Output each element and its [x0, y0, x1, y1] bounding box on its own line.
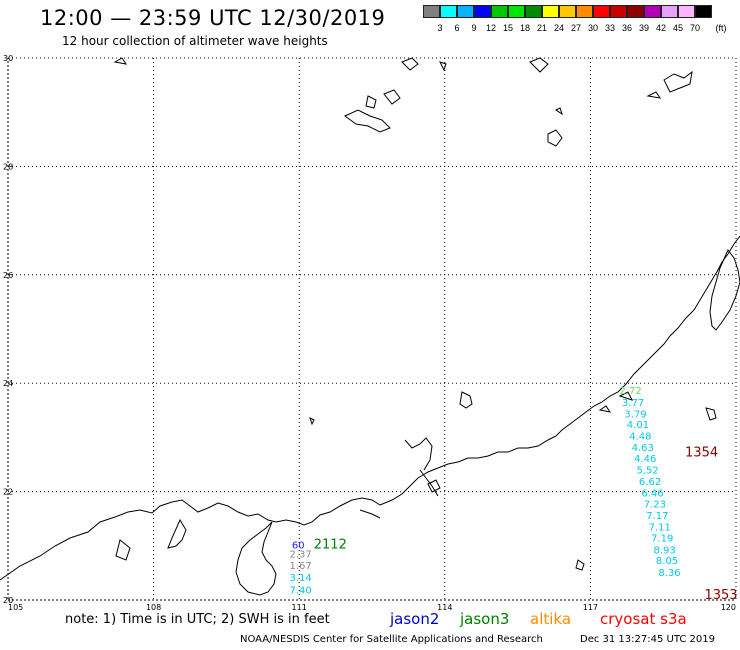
legend-swatch: [542, 5, 559, 18]
legend-level: 15: [502, 23, 514, 33]
lon-tick-label: 105: [8, 603, 23, 612]
legend-swatch: [661, 5, 678, 18]
legend-level: 3: [437, 23, 443, 33]
lat-tick-label: 26: [3, 271, 13, 280]
lat-tick-label: 30: [3, 54, 13, 63]
lon-tick-label: 111: [292, 603, 307, 612]
lat-tick-label: 20: [3, 596, 13, 605]
legend-swatch: [440, 5, 457, 18]
legend-swatch: [593, 5, 610, 18]
legend-level: 30: [587, 23, 599, 33]
lat-lon-grid: [7, 57, 737, 601]
map-title: 12:00 — 23:59 UTC 12/30/2019: [40, 6, 386, 30]
legend-swatch: [474, 5, 491, 18]
legend-level: 33: [604, 23, 616, 33]
swh-value: 6.62: [639, 477, 661, 488]
swh-value: 4.63: [632, 443, 654, 454]
satellite-jason2: jason2: [390, 610, 440, 628]
lat-tick-label: 22: [3, 488, 13, 497]
legend-level: 36: [621, 23, 633, 33]
timestamp: Dec 31 13:27:45 UTC 2019: [580, 634, 715, 645]
legend-swatch: [627, 5, 644, 18]
note-text: note: 1) Time is in UTC; 2) SWH is in fe…: [65, 612, 330, 627]
track-id-label: 1353: [704, 588, 737, 603]
legend-swatch: [695, 5, 712, 18]
swh-value: 5.52: [637, 466, 659, 477]
swh-values: 602.371.673.147.402.723.773.794.014.484.…: [289, 386, 680, 596]
map-frame: [7, 57, 737, 601]
legend-swatch: [610, 5, 627, 18]
legend-level: 18: [519, 23, 531, 33]
color-legend: 3 6 9 12 15 18 21 24 27 30 33 36 39 42 4…: [423, 5, 738, 35]
legend-swatch: [678, 5, 695, 18]
lon-tick-label: 117: [583, 603, 598, 612]
track-id-label: 2112: [314, 538, 347, 553]
legend-swatch: [576, 5, 593, 18]
axis-ticks: 105 108 111 114 117 120 30 28 26 24 22 20: [3, 54, 736, 612]
legend-swatch: [525, 5, 542, 18]
lon-tick-label: 120: [721, 603, 736, 612]
legend-swatch: [423, 5, 440, 18]
coastline: [0, 57, 740, 596]
legend-level: 42: [655, 23, 667, 33]
swh-value: 3.14: [289, 573, 311, 584]
legend-swatch: [508, 5, 525, 18]
track-ids: 2112 1354 1353: [314, 445, 738, 603]
swh-value: 7.17: [646, 511, 668, 522]
swh-value: 2.37: [289, 550, 311, 561]
swh-value: 7.23: [644, 499, 666, 510]
legend-level: 9: [471, 23, 477, 33]
swh-value: 8.05: [656, 556, 678, 567]
swh-value: 7.11: [649, 523, 671, 534]
swh-value: 4.01: [627, 420, 649, 431]
legend-swatch: [644, 5, 661, 18]
map-subtitle: 12 hour collection of altimeter wave hei…: [62, 34, 328, 48]
swh-value: 4.46: [634, 454, 656, 465]
satellite-cryosat-s3a: cryosat s3a: [600, 610, 687, 628]
swh-value: 3.77: [622, 398, 644, 409]
swh-value: 2.72: [620, 386, 642, 397]
track-id-label: 1354: [685, 445, 718, 460]
legend-swatch: [559, 5, 576, 18]
satellite-altika: altika: [530, 610, 572, 628]
legend-level: 70: [689, 23, 701, 33]
legend-swatch: [457, 5, 474, 18]
legend-unit: (ft): [715, 23, 727, 33]
lon-tick-label: 108: [146, 603, 161, 612]
legend-level: 21: [536, 23, 548, 33]
swh-value: 1.67: [289, 561, 311, 572]
swh-value: 8.36: [658, 568, 680, 579]
swh-value: 4.48: [629, 432, 651, 443]
credit-text: NOAA/NESDIS Center for Satellite Applica…: [240, 634, 543, 645]
legend-swatch: [491, 5, 508, 18]
legend-level: 12: [485, 23, 497, 33]
swh-value: 6.46: [641, 488, 663, 499]
lat-tick-label: 28: [3, 162, 13, 171]
lon-tick-label: 114: [437, 603, 452, 612]
legend-level: 39: [638, 23, 650, 33]
swh-value: 7.40: [289, 585, 311, 596]
legend-level: 24: [553, 23, 565, 33]
swh-value: 60: [292, 541, 305, 552]
legend-level: 27: [570, 23, 582, 33]
lat-tick-label: 24: [3, 379, 13, 388]
satellite-jason3: jason3: [460, 610, 510, 628]
swh-value: 3.79: [624, 409, 646, 420]
swh-value: 8.93: [653, 545, 675, 556]
legend-level: 6: [454, 23, 460, 33]
legend-level: 45: [672, 23, 684, 33]
swh-value: 7.19: [651, 533, 673, 544]
